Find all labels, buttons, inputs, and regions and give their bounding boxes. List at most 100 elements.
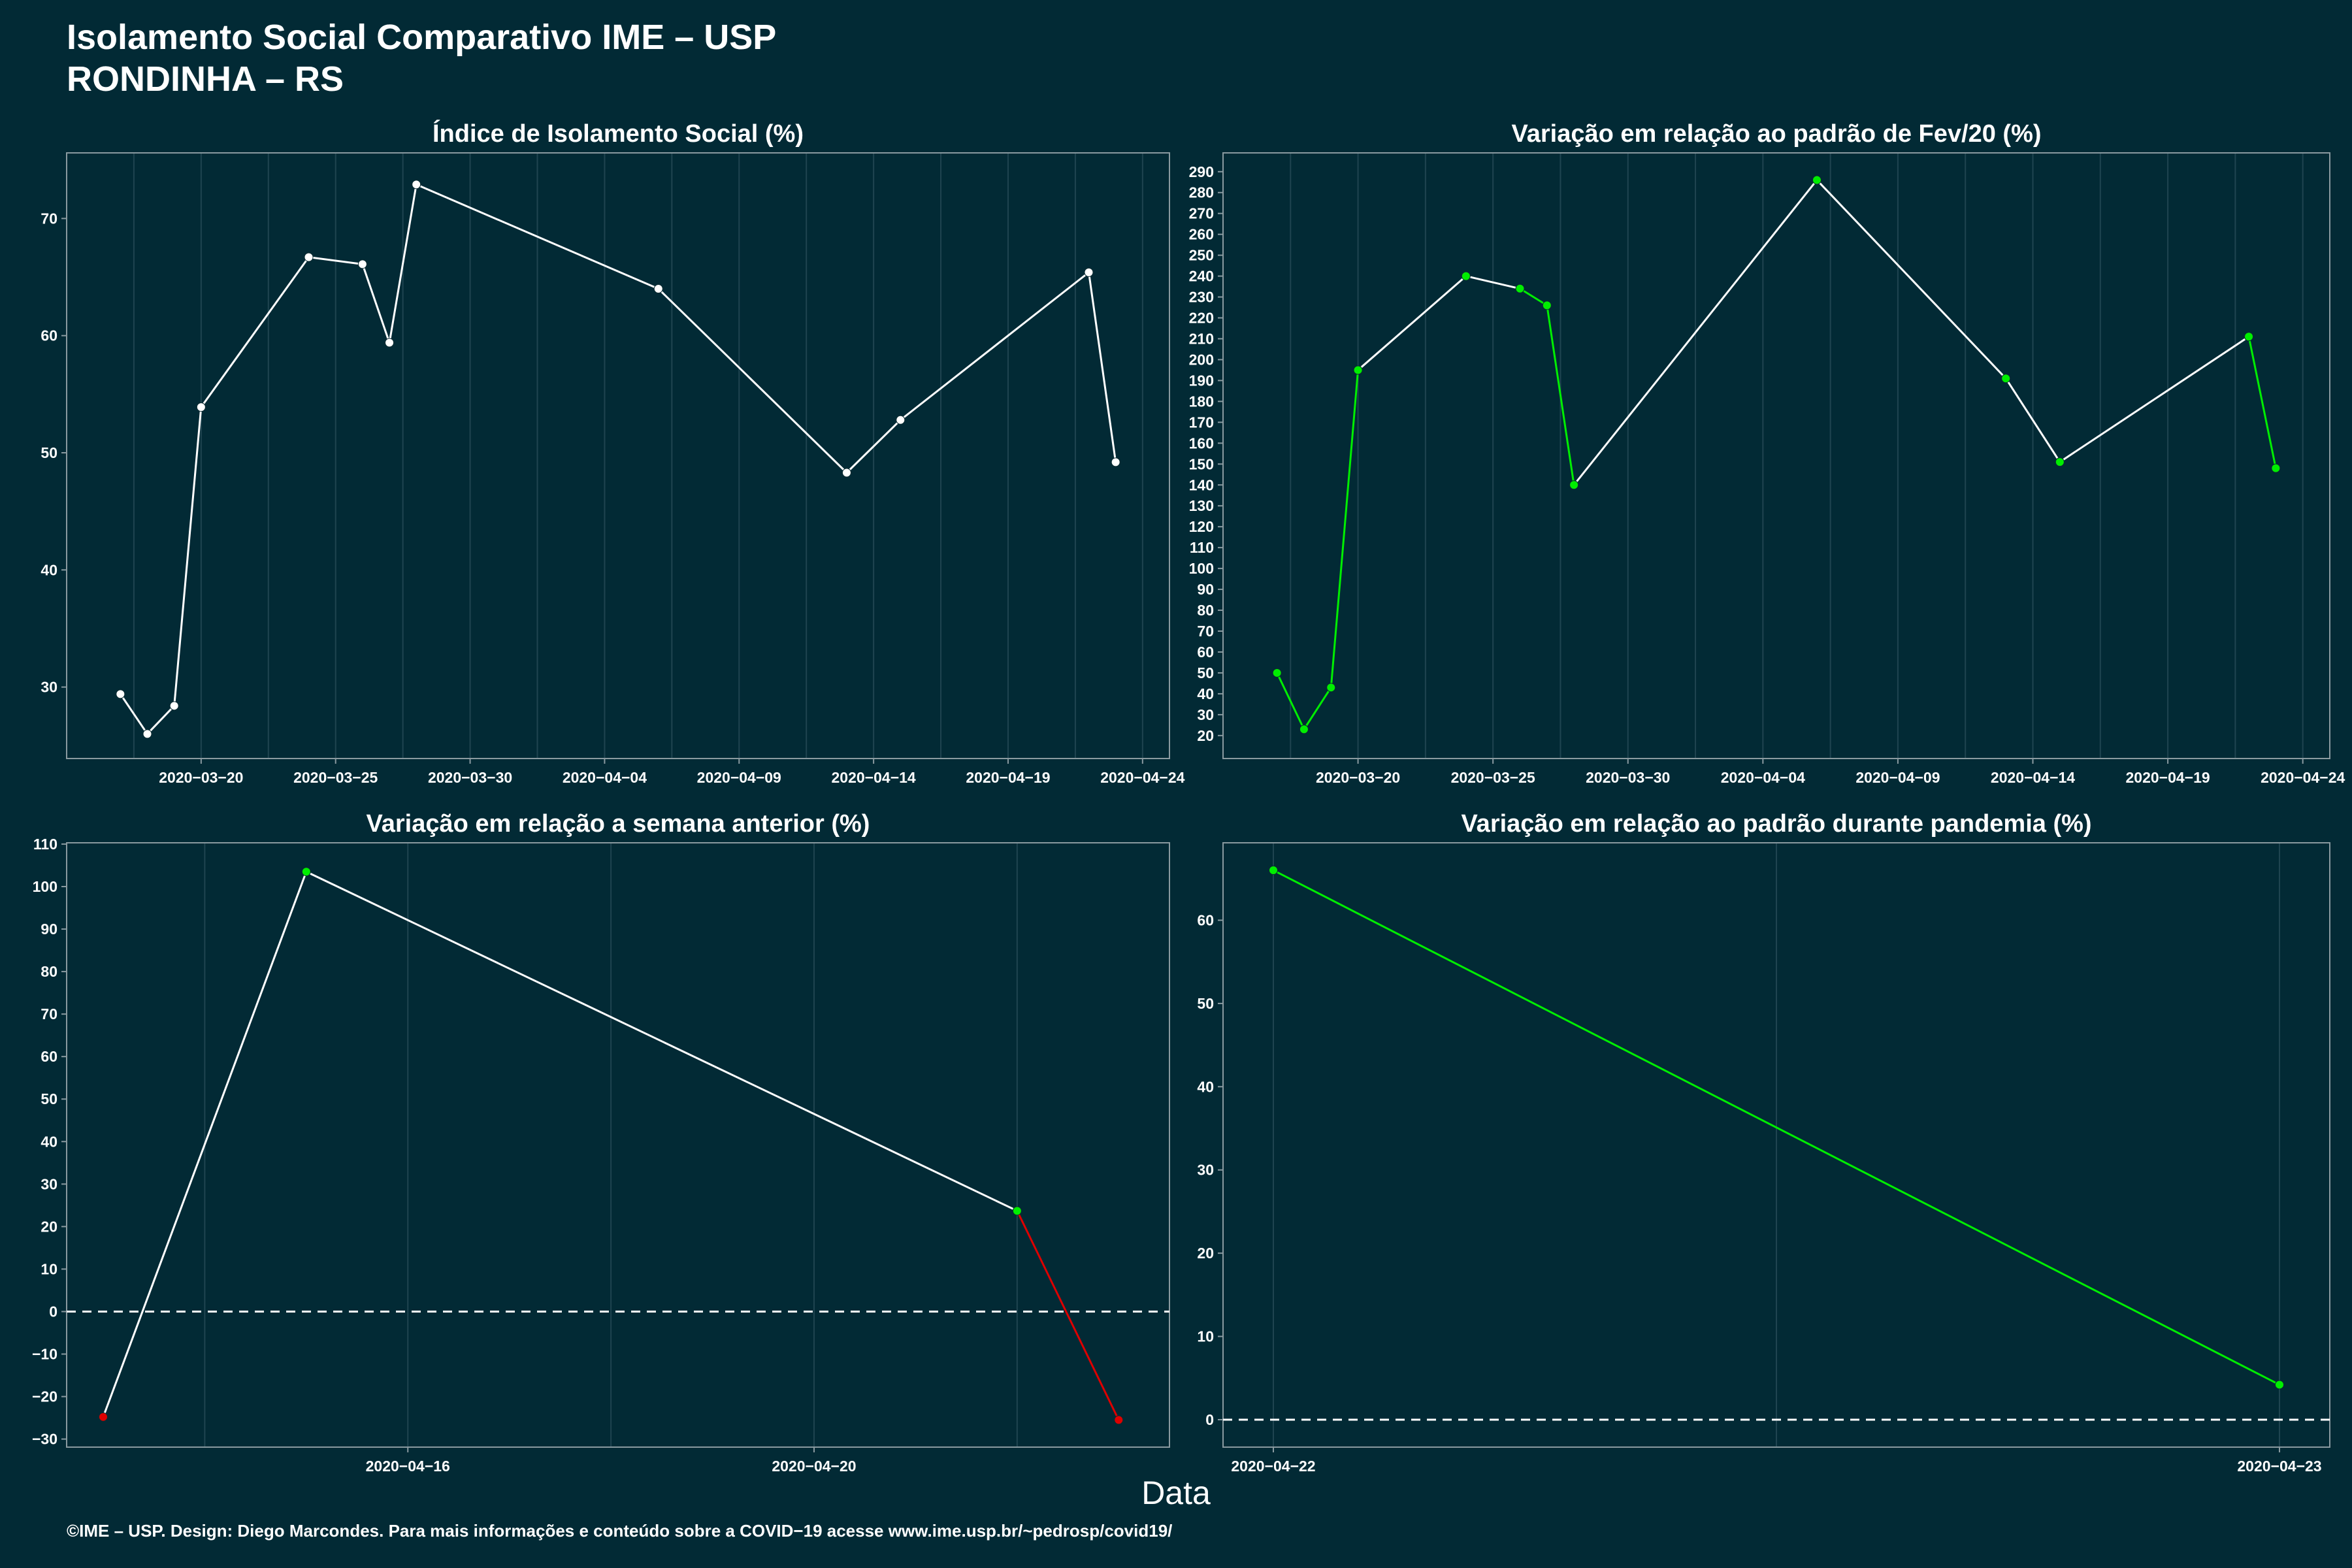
- series-segment: [845, 419, 902, 474]
- data-point: [116, 689, 125, 699]
- data-point: [896, 415, 906, 425]
- series-segment: [308, 256, 363, 265]
- y-tick-label: 270: [1189, 205, 1214, 222]
- data-point: [2244, 332, 2254, 342]
- y-tick-label: 60: [41, 327, 57, 344]
- y-tick-label: 140: [1189, 476, 1214, 493]
- data-point: [196, 402, 206, 412]
- data-point: [2055, 457, 2065, 467]
- y-tick-label: 10: [1197, 1328, 1214, 1345]
- data-point: [1569, 480, 1579, 490]
- x-tick-label: 2020−03−20: [1316, 769, 1400, 786]
- x-tick-label: 2020−03−25: [1451, 769, 1535, 786]
- x-tick-label: 2020−04−19: [966, 769, 1050, 786]
- x-tick-label: 2020−04−20: [772, 1458, 856, 1475]
- series-segment: [2059, 336, 2249, 463]
- y-tick-label: 30: [1197, 706, 1214, 723]
- y-tick-label: 40: [41, 561, 57, 578]
- data-point: [1812, 175, 1821, 185]
- series-segment: [1330, 370, 1360, 688]
- plot-frame: [66, 152, 1170, 759]
- y-tick-label: −20: [32, 1388, 57, 1405]
- data-point: [1111, 457, 1120, 467]
- data-point: [357, 259, 367, 269]
- x-tick-label: 2020−04−16: [366, 1458, 450, 1475]
- panel-title: Variação em relação ao padrão durante pa…: [1461, 810, 2091, 838]
- y-tick-label: 150: [1189, 455, 1214, 472]
- y-tick-label: 30: [41, 1175, 57, 1192]
- y-tick-label: 50: [41, 444, 57, 461]
- series-segment: [1088, 272, 1117, 463]
- series-segment: [1546, 305, 1575, 485]
- y-tick-label: 130: [1189, 497, 1214, 514]
- y-tick-label: 100: [1189, 560, 1214, 577]
- x-tick-label: 2020−03−25: [293, 769, 378, 786]
- series-segment: [120, 693, 148, 735]
- y-tick-label: 80: [1197, 602, 1214, 619]
- x-tick-label: 2020−04−04: [563, 769, 647, 786]
- series-segment: [1573, 179, 1818, 486]
- plot-frame: [66, 842, 1170, 1448]
- x-axis-label: Data: [1141, 1475, 1211, 1511]
- x-tick-label: 2020−04−22: [1231, 1458, 1315, 1475]
- data-point: [1515, 284, 1525, 293]
- y-tick-label: 170: [1189, 414, 1214, 431]
- panel-title: Variação em relação a semana anterior (%…: [367, 810, 870, 838]
- series-segment: [1816, 179, 2007, 380]
- series-segment: [146, 705, 175, 735]
- footer-credits: ©IME – USP. Design: Diego Marcondes. Par…: [67, 1521, 1173, 1541]
- data-point: [2001, 374, 2011, 384]
- series-segment: [1303, 687, 1332, 730]
- y-tick-label: 120: [1189, 518, 1214, 535]
- series-segment: [102, 871, 308, 1418]
- y-tick-label: 80: [41, 963, 57, 980]
- series-segment: [900, 271, 1090, 421]
- panel-title: Variação em relação ao padrão de Fev/20 …: [1511, 120, 2041, 148]
- chart-subtitle: RONDINHA – RS: [67, 59, 344, 99]
- x-tick-label: 2020−04−24: [2261, 769, 2345, 786]
- x-tick-label: 2020−03−30: [1586, 769, 1670, 786]
- series-segment: [388, 184, 417, 343]
- y-tick-label: 70: [1197, 623, 1214, 640]
- x-tick-label: 2020−03−20: [159, 769, 243, 786]
- y-tick-label: 260: [1189, 226, 1214, 243]
- data-point: [142, 729, 152, 739]
- chart-panel-1: Índice de Isolamento Social (%) 2020−03−2…: [41, 119, 1184, 786]
- chart-panel-2: Variação em relação ao padrão de Fev/20 …: [1189, 120, 2345, 786]
- y-tick-label: 70: [41, 210, 57, 227]
- series-segment: [173, 406, 203, 706]
- data-point: [169, 701, 179, 711]
- y-tick-label: 60: [41, 1048, 57, 1065]
- chart-title: Isolamento Social Comparativo IME – USP: [67, 18, 777, 57]
- chart-panel-4: Variação em relação ao padrão durante pa…: [1197, 810, 2330, 1475]
- data-point: [1012, 1206, 1022, 1216]
- data-point: [1326, 683, 1336, 693]
- y-tick-label: 50: [1197, 995, 1214, 1012]
- data-point: [1114, 1415, 1124, 1425]
- data-point: [412, 180, 421, 189]
- y-tick-label: 60: [1197, 911, 1214, 928]
- y-tick-label: 30: [41, 679, 57, 696]
- y-tick-label: 180: [1189, 393, 1214, 410]
- y-tick-label: 50: [1197, 664, 1214, 681]
- series-segment: [1273, 869, 2280, 1386]
- y-tick-label: 30: [1197, 1162, 1214, 1179]
- data-point: [2275, 1380, 2284, 1390]
- y-tick-label: −30: [32, 1431, 57, 1448]
- series-segment: [2004, 378, 2061, 463]
- series-segment: [1465, 275, 1520, 290]
- y-tick-label: 240: [1189, 268, 1214, 285]
- chart-panel-3: Variação em relação a semana anterior (%…: [32, 810, 1170, 1475]
- y-tick-label: 60: [1197, 644, 1214, 661]
- series-segment: [2247, 336, 2277, 468]
- data-point: [98, 1412, 108, 1422]
- panel-title: Índice de Isolamento Social (%): [433, 119, 804, 148]
- y-tick-label: 250: [1189, 247, 1214, 264]
- y-tick-label: 290: [1189, 163, 1214, 180]
- x-tick-label: 2020−04−14: [1991, 769, 2075, 786]
- data-point: [304, 252, 314, 262]
- y-tick-label: 40: [1197, 685, 1214, 702]
- y-tick-label: 20: [41, 1218, 57, 1235]
- series-segment: [361, 263, 391, 343]
